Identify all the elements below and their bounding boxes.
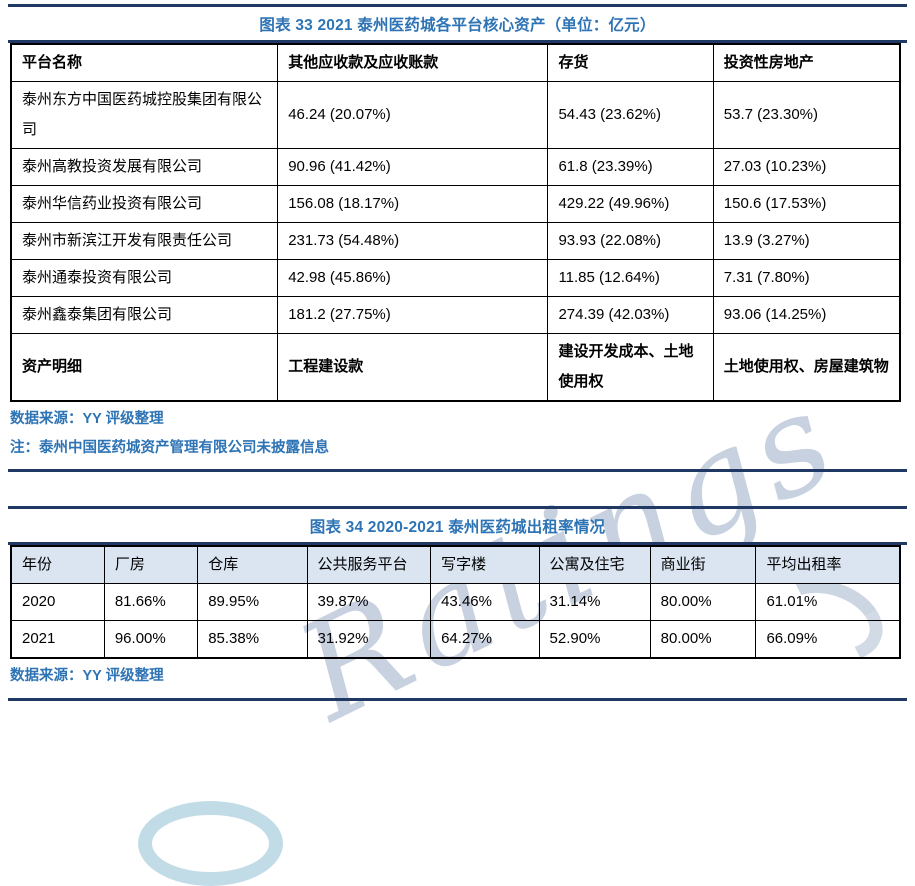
cell-value: 13.9 (3.27%) <box>712 222 901 260</box>
figure34-caption: 图表 34 2020-2021 泰州医药城出租率情况 <box>309 519 606 537</box>
cell-asset-detail-label: 资产明细 <box>10 333 279 402</box>
column-header-investment-property: 投资性房地产 <box>712 43 901 82</box>
cell-value: 181.2 (27.75%) <box>277 296 549 334</box>
cell-rate: 64.27% <box>430 620 540 659</box>
figure33-caption: 图表 33 2021 泰州医药城各平台核心资产（单位：亿元） <box>259 17 656 34</box>
column-header-average-occupancy: 平均出租率 <box>755 545 901 585</box>
table-row: 2020 81.66% 89.95% 39.87% 43.46% 31.14% … <box>10 583 901 622</box>
column-header-apartment-residence: 公寓及住宅 <box>538 545 651 585</box>
column-header-inventory: 存货 <box>547 43 714 82</box>
cell-rate: 80.00% <box>649 583 757 622</box>
cell-value: 11.85 (12.64%) <box>547 259 714 297</box>
cell-value: 429.22 (49.96%) <box>547 185 714 223</box>
table-row: 泰州华信药业投资有限公司 156.08 (18.17%) 429.22 (49.… <box>10 185 901 223</box>
cell-value: 53.7 (23.30%) <box>712 81 901 149</box>
figure34-bottom-rule <box>8 697 907 701</box>
table-row: 2021 96.00% 85.38% 31.92% 64.27% 52.90% … <box>10 620 901 659</box>
figure34-top-rule <box>8 506 907 510</box>
cell-platform-name: 泰州市新滨江开发有限责任公司 <box>10 222 279 260</box>
column-header-commercial-street: 商业街 <box>649 545 757 585</box>
cell-rate: 39.87% <box>306 583 432 622</box>
cell-rate: 96.00% <box>103 620 199 659</box>
table-row: 泰州鑫泰集团有限公司 181.2 (27.75%) 274.39 (42.03%… <box>10 296 901 334</box>
cell-asset-detail: 工程建设款 <box>277 333 549 402</box>
cell-value: 150.6 (17.53%) <box>712 185 901 223</box>
cell-value: 274.39 (42.03%) <box>547 296 714 334</box>
cell-rate: 89.95% <box>197 583 308 622</box>
core-assets-table: 平台名称 其他应收款及应收账款 存货 投资性房地产 泰州东方中国医药城控股集团有… <box>10 43 901 402</box>
figure33-bottom-rule <box>8 469 907 473</box>
cell-year: 2021 <box>10 620 105 659</box>
cell-value: 156.08 (18.17%) <box>277 185 549 223</box>
figure33-block: 图表 33 2021 泰州医药城各平台核心资产（单位：亿元） 平台名称 其他应收… <box>8 4 907 473</box>
table-header-row: 平台名称 其他应收款及应收账款 存货 投资性房地产 <box>10 43 901 82</box>
cell-value: 42.98 (45.86%) <box>277 259 549 297</box>
report-page: 图表 33 2021 泰州医药城各平台核心资产（单位：亿元） 平台名称 其他应收… <box>0 4 915 701</box>
cell-value: 231.73 (54.48%) <box>277 222 549 260</box>
figure33-title-divider-rule <box>8 40 907 43</box>
figure33-data-source: 数据来源：YY 评级整理 <box>10 411 164 427</box>
cell-platform-name: 泰州高教投资发展有限公司 <box>10 148 279 186</box>
cell-value: 93.93 (22.08%) <box>547 222 714 260</box>
table-row: 泰州通泰投资有限公司 42.98 (45.86%) 11.85 (12.64%)… <box>10 259 901 297</box>
top-divider-rule <box>8 4 907 7</box>
cell-value: 90.96 (41.42%) <box>277 148 549 186</box>
cell-platform-name: 泰州通泰投资有限公司 <box>10 259 279 297</box>
column-header-platform: 平台名称 <box>10 43 279 82</box>
cell-rate: 43.46% <box>430 583 540 622</box>
cell-asset-detail: 土地使用权、房屋建筑物 <box>712 333 901 402</box>
column-header-warehouse: 仓库 <box>197 545 308 585</box>
column-header-office: 写字楼 <box>430 545 540 585</box>
cell-value: 54.43 (23.62%) <box>547 81 714 149</box>
cell-rate: 80.00% <box>649 620 757 659</box>
column-header-factory: 厂房 <box>103 545 199 585</box>
cell-year: 2020 <box>10 583 105 622</box>
figure34-title-divider-rule <box>8 542 907 546</box>
cell-value: 93.06 (14.25%) <box>712 296 901 334</box>
cell-platform-name: 泰州鑫泰集团有限公司 <box>10 296 279 334</box>
cell-platform-name: 泰州华信药业投资有限公司 <box>10 185 279 223</box>
cell-value: 46.24 (20.07%) <box>277 81 549 149</box>
column-header-public-service-platform: 公共服务平台 <box>306 545 432 585</box>
block-gap <box>8 472 907 506</box>
column-header-year: 年份 <box>10 545 105 585</box>
asset-detail-row: 资产明细 工程建设款 建设开发成本、土地使用权 土地使用权、房屋建筑物 <box>10 333 901 402</box>
table-row: 泰州东方中国医药城控股集团有限公司 46.24 (20.07%) 54.43 (… <box>10 81 901 149</box>
table-row: 泰州高教投资发展有限公司 90.96 (41.42%) 61.8 (23.39%… <box>10 148 901 186</box>
figure34-data-source: 数据来源：YY 评级整理 <box>10 668 164 685</box>
table-header-row: 年份 厂房 仓库 公共服务平台 写字楼 公寓及住宅 商业街 平均出租率 <box>10 545 901 585</box>
cell-rate: 85.38% <box>197 620 308 659</box>
cell-rate: 31.92% <box>306 620 432 659</box>
cell-rate: 52.90% <box>538 620 651 659</box>
column-header-receivables: 其他应收款及应收账款 <box>277 43 549 82</box>
cell-rate: 31.14% <box>538 583 651 622</box>
watermark-ellipse-shape <box>138 801 283 886</box>
cell-value: 7.31 (7.80%) <box>712 259 901 297</box>
table-row: 泰州市新滨江开发有限责任公司 231.73 (54.48%) 93.93 (22… <box>10 222 901 260</box>
cell-rate: 66.09% <box>755 620 901 659</box>
cell-platform-name: 泰州东方中国医药城控股集团有限公司 <box>10 81 279 149</box>
cell-value: 61.8 (23.39%) <box>547 148 714 186</box>
occupancy-rate-table: 年份 厂房 仓库 公共服务平台 写字楼 公寓及住宅 商业街 平均出租率 2020… <box>10 545 901 660</box>
cell-rate: 81.66% <box>103 583 199 622</box>
figure33-note: 注：泰州中国医药城资产管理有限公司未披露信息 <box>10 440 329 457</box>
cell-rate: 61.01% <box>755 583 901 622</box>
figure34-block: 图表 34 2020-2021 泰州医药城出租率情况 年份 厂房 仓库 公共服务… <box>8 506 907 701</box>
cell-value: 27.03 (10.23%) <box>712 148 901 186</box>
cell-asset-detail: 建设开发成本、土地使用权 <box>547 333 714 402</box>
